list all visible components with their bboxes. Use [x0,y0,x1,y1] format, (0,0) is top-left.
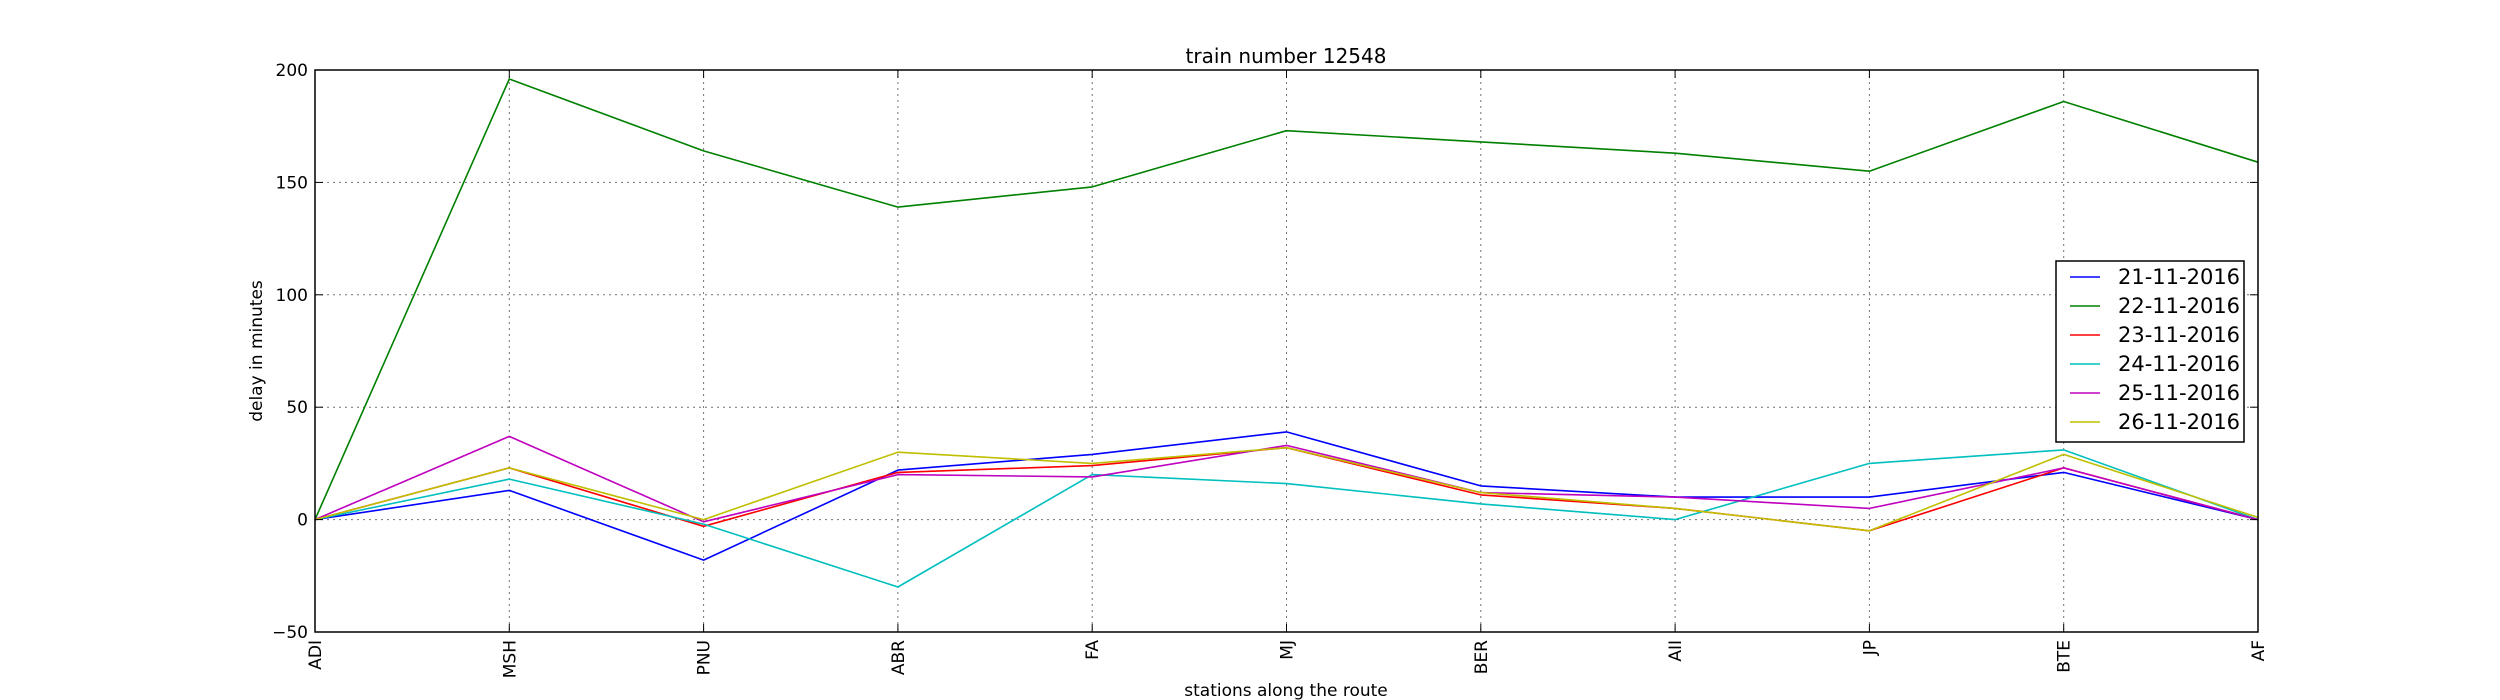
x-tick-label: JP [1860,640,1880,656]
legend-label-5: 26-11-2016 [2118,410,2240,434]
y-axis-title: delay in minutes [247,280,267,422]
series-line-5 [314,446,2259,532]
x-axis-title: stations along the route [1184,681,1388,700]
series-line-4 [314,435,2259,523]
y-tick-label: 50 [286,398,308,418]
legend-box [2055,260,2245,443]
series-lines [314,78,2259,588]
y-tick-label: 150 [276,173,308,193]
legend-label-1: 22-11-2016 [2118,294,2240,318]
x-tick-label: MSH [500,640,520,678]
series-line-3 [314,449,2259,588]
y-tick-label: 100 [276,286,308,306]
y-tick-label: 200 [276,61,308,81]
x-tick-label: AII [1666,640,1686,662]
series-line-1 [314,78,2259,520]
axis-ticks: ADI MSH PNU ABR FA MJ BER AII JP BTE AF −50 0 50 100 15… [272,61,2269,678]
x-tick-label: ADI [306,640,326,670]
x-tick-label: AF [2249,640,2269,661]
chart-title: train number 12548 [1186,44,1387,68]
x-tick-label: FA [1083,640,1103,660]
legend-label-3: 24-11-2016 [2118,352,2240,376]
x-tick-label: MJ [1278,640,1298,660]
series-line-0 [314,431,2259,561]
legend-label-4: 25-11-2016 [2118,381,2240,405]
grid-lines [315,70,2258,632]
x-tick-label: BER [1472,640,1492,674]
legend-label-2: 23-11-2016 [2118,323,2240,347]
legend-label-0: 21-11-2016 [2118,265,2240,289]
y-tick-label: 0 [297,511,308,531]
x-tick-label: BTE [2055,640,2075,673]
legend: 21-11-2016 22-11-2016 23-11-2016 24-11-2016… [2055,260,2245,443]
x-tick-label: PNU [695,640,715,675]
x-tick-label: ABR [889,640,909,675]
y-tick-label: −50 [272,623,308,643]
